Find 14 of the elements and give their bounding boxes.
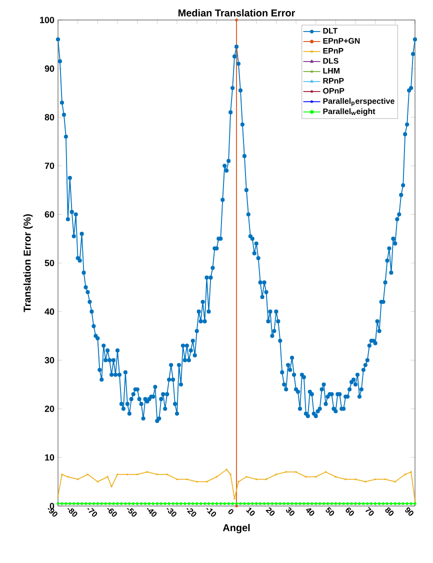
y-tick-label: 10 [45, 454, 54, 461]
y-axis-title: Translation Error (%) [23, 214, 33, 312]
y-tick-label: 90 [44, 65, 54, 72]
x-axis-title: Angel [222, 524, 250, 534]
y-tick-label: 30 [44, 357, 54, 364]
y-tick-label: 0 [50, 502, 54, 510]
chart-title: Median Translation Error [178, 9, 296, 16]
y-tick-label: 80 [44, 114, 54, 120]
y-tick-label: 50 [44, 260, 54, 266]
y-tick-label: 100 [40, 16, 54, 24]
y-tick-label: 70 [44, 162, 54, 169]
y-tick-label: 40 [44, 308, 54, 315]
y-tick-label: 60 [44, 211, 54, 218]
y-tick-label: 20 [44, 406, 54, 412]
